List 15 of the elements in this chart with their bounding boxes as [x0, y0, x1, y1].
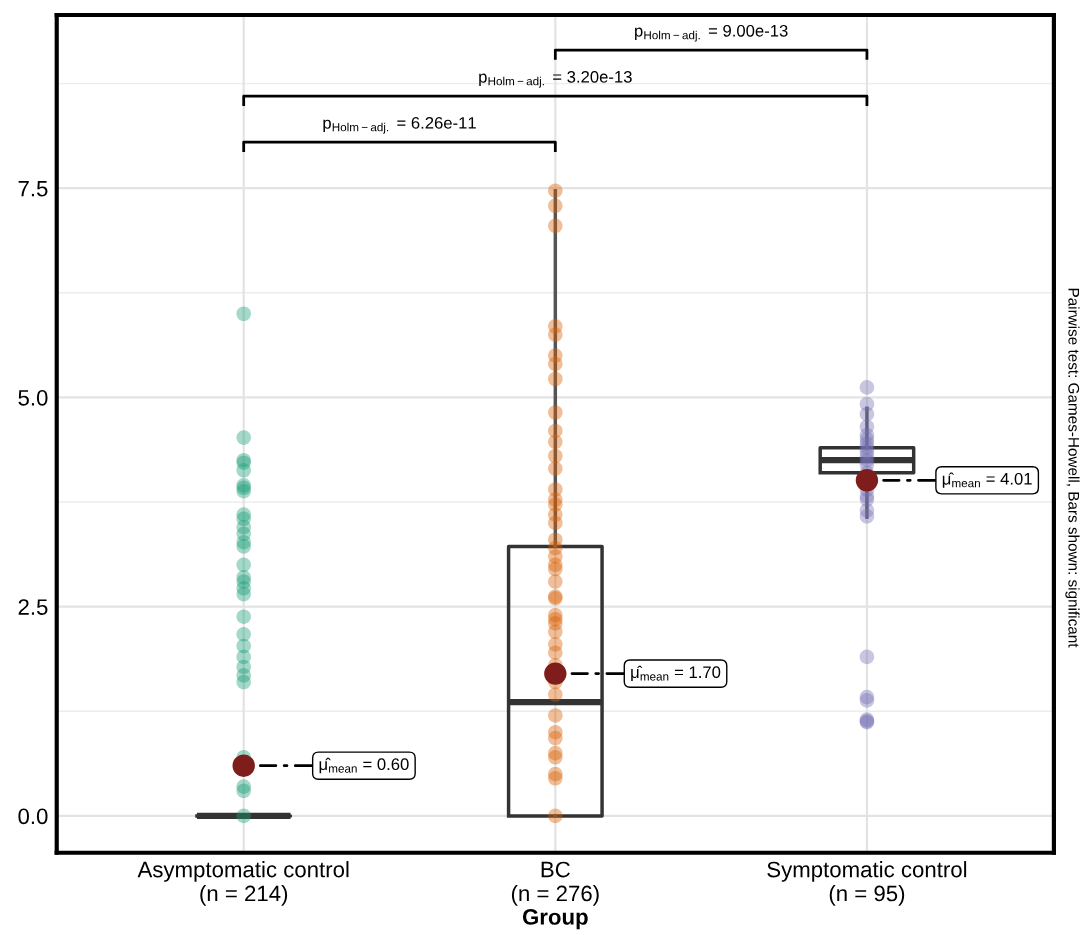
x-tick-label: Asymptomatic control (n = 214): [137, 861, 349, 906]
annotation: μ̂$_{mean}$ = 1.70: [631, 665, 721, 682]
y-tick-label: 0.0: [18, 808, 48, 825]
annotation: p$_{Holm−adj.}$ = 9.00e-13: [635, 24, 788, 42]
y-tick-label: 5.0: [18, 389, 48, 406]
y-tick-label: 2.5: [18, 599, 48, 615]
x-axis-title: Group: [522, 909, 588, 930]
annotation: μ̂$_{mean}$ = 4.01: [942, 472, 1032, 488]
y2-axis-title: Pairwise test: Games-Howell, Bars shown: significant: [1065, 288, 1080, 648]
annotation: p$_{Holm−adj.}$ = 3.20e-13: [479, 70, 632, 88]
x-tick-label: Symptomatic control (n = 95): [767, 861, 967, 906]
annotation: μ̂$_{mean}$ = 0.60: [319, 757, 409, 774]
y-tick-label: 7.5: [18, 180, 48, 197]
x-tick-label: BC (n = 276): [511, 861, 599, 906]
annotation: p$_{Holm−adj.}$ = 6.26e-11: [323, 116, 476, 134]
